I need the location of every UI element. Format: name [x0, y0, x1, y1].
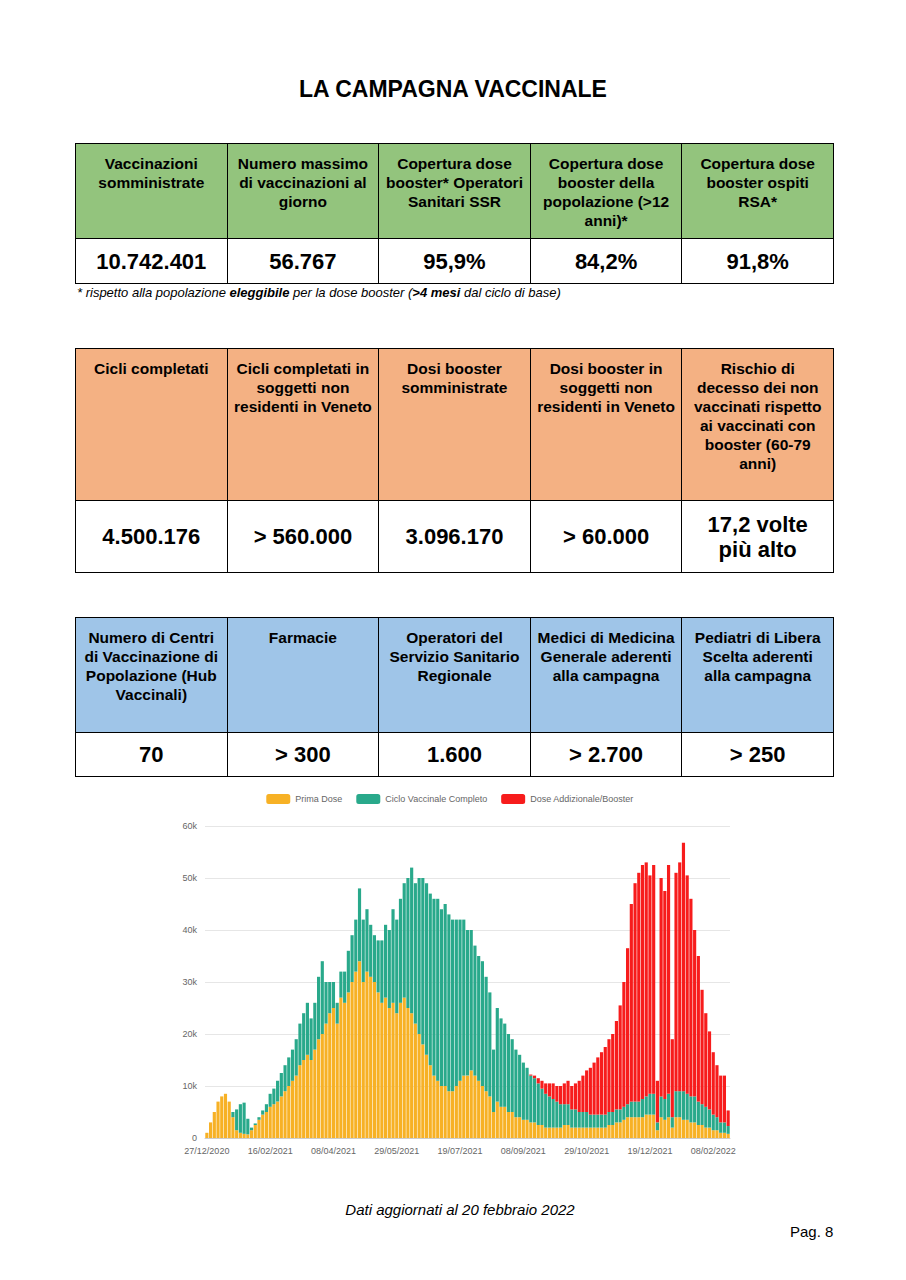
- svg-text:29/10/2021: 29/10/2021: [564, 1146, 609, 1156]
- svg-text:40k: 40k: [182, 925, 197, 935]
- html-text:10.742.401: 10.742.401: [96, 248, 207, 274]
- html-text:Dosi booster somministrate: Dosi booster somministrate: [401, 360, 508, 396]
- html-text:56.767: 56.767: [269, 248, 337, 274]
- svg-text:08/04/2021: 08/04/2021: [311, 1146, 356, 1156]
- svg-text:20k: 20k: [182, 1029, 197, 1039]
- html-text:1.600: 1.600: [427, 742, 482, 767]
- html-text:> 560.000: > 560.000: [253, 524, 353, 549]
- svg-text:08/02/2022: 08/02/2022: [691, 1146, 736, 1156]
- html-text:Numero di Centri di Vaccinazio: Numero di Centri di Vaccinazione di Popo…: [84, 629, 218, 703]
- svg-text:19/12/2021: 19/12/2021: [627, 1146, 672, 1156]
- svg-text:30k: 30k: [182, 977, 197, 987]
- html-text:95,9%: 95,9%: [423, 248, 486, 274]
- html-text:LA CAMPAGNA VACCINALE: LA CAMPAGNA VACCINALE: [299, 76, 607, 102]
- svg-text:60k: 60k: [182, 821, 197, 831]
- html-text:> 250: > 250: [729, 742, 786, 767]
- svg-text:Dose Addizionale/Booster: Dose Addizionale/Booster: [530, 794, 633, 804]
- svg-text:Ciclo Vaccinale Completo: Ciclo Vaccinale Completo: [385, 794, 487, 804]
- svg-text:29/05/2021: 29/05/2021: [374, 1146, 419, 1156]
- html-text:Rischio di decesso dei non vac: Rischio di decesso dei non vaccinati ris…: [693, 360, 822, 472]
- html-text:3.096.170: 3.096.170: [405, 524, 504, 549]
- html-text:Numero massimo di vaccinazioni: Numero massimo di vaccinazioni al giorno: [237, 155, 368, 210]
- html-text:* rispetto alla popolazione el: * rispetto alla popolazione eleggibile p…: [77, 285, 561, 300]
- html-text:Dosi booster in soggetti non r: Dosi booster in soggetti non residenti i…: [537, 360, 675, 415]
- html-text:Copertura dose booster ospiti: Copertura dose booster ospiti RSA*: [700, 155, 815, 210]
- html-text:Operatori del Servizio Sanitar: Operatori del Servizio Sanitario Regiona…: [389, 629, 520, 684]
- html-text:> 2.700: > 2.700: [569, 742, 644, 767]
- html-text:Copertura dose booster della p: Copertura dose booster della popolazione…: [543, 155, 670, 229]
- svg-text:08/09/2021: 08/09/2021: [501, 1146, 546, 1156]
- svg-text:Prima Dose: Prima Dose: [295, 794, 342, 804]
- html-text:Copertura dose booster* Operat: Copertura dose booster* Operatori Sanita…: [386, 155, 523, 210]
- svg-text:50k: 50k: [182, 873, 197, 883]
- html-text:Vaccinazioni somministrate: Vaccinazioni somministrate: [98, 155, 205, 191]
- html-text:84,2%: 84,2%: [574, 248, 638, 274]
- html-text:> 60.000: > 60.000: [563, 524, 650, 549]
- html-text:70: 70: [139, 742, 164, 767]
- svg-text:16/02/2021: 16/02/2021: [248, 1146, 293, 1156]
- svg-text:10k: 10k: [182, 1081, 197, 1091]
- html-text:4.500.176: 4.500.176: [102, 524, 201, 549]
- svg-text:19/07/2021: 19/07/2021: [438, 1146, 483, 1156]
- svg-text:0: 0: [192, 1133, 197, 1143]
- html-text:Dati aggiornati al 20 febbraio: Dati aggiornati al 20 febbraio 2022: [345, 1201, 575, 1218]
- html-text:Farmacie: Farmacie: [268, 629, 337, 646]
- html-text:17,2 volte più alto: 17,2 volte più alto: [707, 511, 808, 562]
- html-text:Medici di Medicina Generale ad: Medici di Medicina Generale aderenti all…: [537, 629, 675, 684]
- html-text:> 300: > 300: [275, 742, 331, 767]
- html-text:Pediatri di Libera Scelta ader: Pediatri di Libera Scelta aderenti alla …: [694, 629, 821, 684]
- html-text:91,8%: 91,8%: [726, 248, 789, 274]
- svg-text:27/12/2020: 27/12/2020: [184, 1146, 229, 1156]
- html-text:Cicli completati in soggetti n: Cicli completati in soggetti non residen…: [234, 360, 372, 415]
- html-text:Pag. 8: Pag. 8: [790, 1223, 834, 1240]
- html-text:Cicli completati: Cicli completati: [94, 360, 209, 377]
